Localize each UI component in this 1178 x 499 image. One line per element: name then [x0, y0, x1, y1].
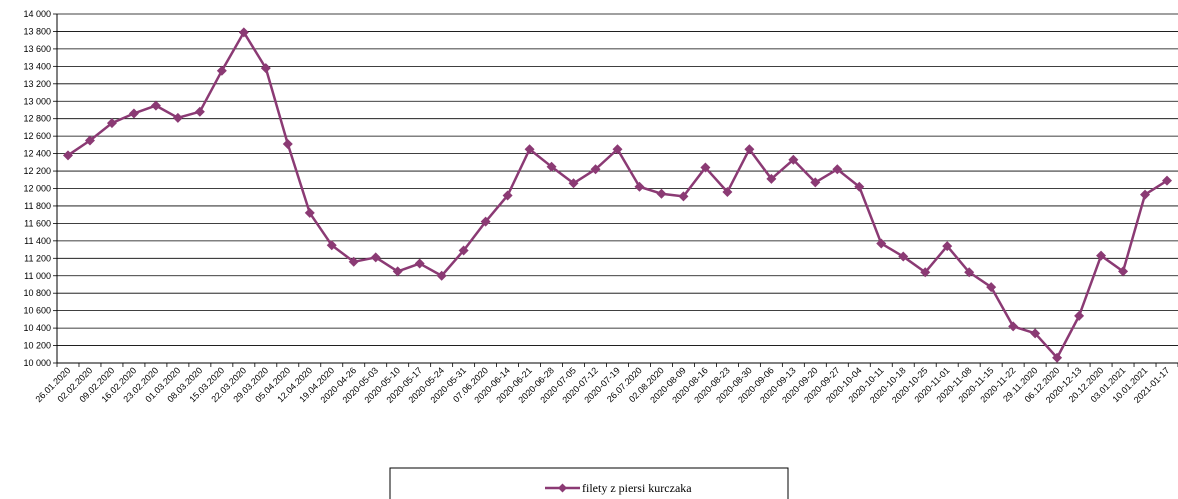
- legend: filety z piersi kurczaka: [389, 467, 789, 499]
- data-point: [216, 65, 227, 76]
- y-tick-label: 11 400: [24, 236, 51, 246]
- y-tick-labels: 10 000 10 200 10 400 10 600 10 800 11 000 11 2…: [23, 9, 51, 368]
- data-point: [194, 106, 205, 117]
- data-point: [1162, 175, 1173, 186]
- data-point: [1140, 189, 1151, 200]
- data-point: [920, 267, 931, 278]
- data-point: [414, 258, 425, 269]
- data-point: [392, 266, 403, 277]
- data-point: [546, 161, 557, 172]
- data-point: [964, 267, 975, 278]
- data-point: [172, 112, 183, 123]
- data-point: [942, 241, 953, 252]
- data-point: [502, 190, 513, 201]
- data-point: [1030, 328, 1041, 339]
- data-point: [766, 173, 777, 184]
- series-filety-z-piersi-kurczaka: [62, 27, 1173, 363]
- y-tick-label: 11 600: [24, 218, 51, 228]
- data-point: [854, 181, 865, 192]
- data-point: [612, 144, 623, 155]
- y-tick-label: 12 000: [23, 184, 51, 194]
- data-point: [722, 186, 733, 197]
- data-point: [238, 27, 249, 38]
- legend-box: [389, 467, 789, 499]
- y-tick-label: 10 400: [23, 323, 51, 333]
- data-point: [304, 207, 315, 218]
- y-tick-label: 12 400: [23, 149, 51, 159]
- data-point: [986, 282, 997, 293]
- y-tick-label: 10 200: [23, 341, 51, 351]
- data-point: [62, 150, 73, 161]
- data-point: [128, 108, 139, 119]
- y-tick-label: 10 600: [23, 306, 51, 316]
- data-point: [524, 144, 535, 155]
- data-point: [436, 270, 447, 281]
- y-tick-label: 11 800: [24, 201, 51, 211]
- legend-label: filety z piersi kurczaka: [582, 481, 692, 495]
- y-tick-label: 12 800: [23, 114, 51, 124]
- data-point: [634, 181, 645, 192]
- y-tick-label: 12 200: [23, 166, 51, 176]
- y-tick-label: 13 200: [23, 79, 51, 89]
- data-point: [150, 100, 161, 111]
- series-line: [67, 31, 1168, 360]
- data-point: [656, 188, 667, 199]
- data-point: [84, 135, 95, 146]
- data-point: [568, 178, 579, 189]
- data-point: [876, 238, 887, 249]
- data-point: [1052, 352, 1063, 363]
- data-point: [700, 162, 711, 173]
- data-point: [788, 154, 799, 165]
- y-tick-label: 14 000: [23, 9, 51, 19]
- y-tick-label: 10 000: [23, 358, 51, 368]
- data-point: [744, 144, 755, 155]
- y-tick-label: 10 800: [23, 288, 51, 298]
- data-point: [898, 251, 909, 262]
- data-point: [1008, 321, 1019, 332]
- data-point: [1096, 250, 1107, 261]
- data-point: [480, 216, 491, 227]
- y-tick-label: 13 000: [23, 96, 51, 106]
- data-point: [1074, 310, 1085, 321]
- data-point: [590, 164, 601, 175]
- y-tick-label: 13 800: [23, 26, 51, 36]
- data-point: [260, 63, 271, 74]
- y-tick-label: 13 600: [23, 44, 51, 54]
- y-tick-label: 12 600: [23, 131, 51, 141]
- data-point: [326, 240, 337, 251]
- data-point: [370, 252, 381, 263]
- data-point: [282, 139, 293, 150]
- data-point: [458, 245, 469, 256]
- data-point: [832, 164, 843, 175]
- x-tick-labels: 26.01.202002.02.202009.02.202016.02.2020…: [33, 365, 1171, 405]
- data-point: [1118, 266, 1129, 277]
- data-point: [810, 177, 821, 188]
- y-tick-label: 11 200: [24, 253, 51, 263]
- y-tick-label: 13 400: [23, 61, 51, 71]
- data-point: [348, 256, 359, 267]
- data-point: [678, 191, 689, 202]
- y-tick-label: 11 000: [24, 271, 51, 281]
- axes: [53, 13, 1178, 367]
- gridlines: [57, 13, 1178, 346]
- legend-marker: [558, 483, 567, 493]
- data-point: [106, 118, 117, 129]
